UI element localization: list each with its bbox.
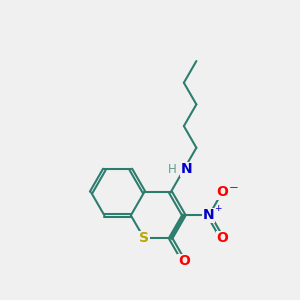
Text: −: − [228,181,238,194]
Text: H: H [168,163,177,176]
Text: S: S [139,231,149,245]
Text: N: N [181,162,193,176]
Text: +: + [214,203,222,212]
Text: O: O [216,231,228,245]
Text: O: O [178,254,190,268]
Text: N: N [203,208,215,222]
Text: O: O [216,185,228,200]
